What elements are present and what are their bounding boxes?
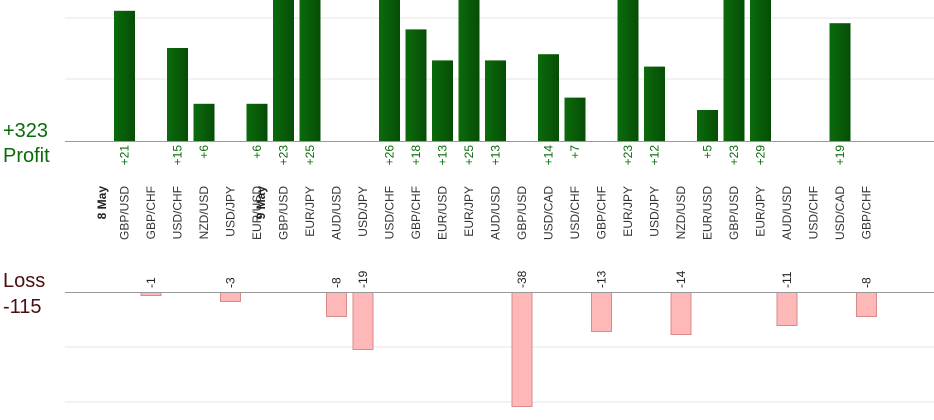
profit-value-label: +21 xyxy=(118,145,132,166)
profit-value-label: +14 xyxy=(542,145,556,166)
profit-value-label: +6 xyxy=(197,145,211,159)
profit-value-label: +29 xyxy=(754,145,768,166)
profit-bar xyxy=(432,60,453,141)
profit-value-label: +23 xyxy=(277,145,291,166)
loss-value-label: -13 xyxy=(595,270,609,288)
category-label: USD/JPY xyxy=(648,186,662,237)
category-label: NZD/USD xyxy=(674,186,688,240)
profit-bar xyxy=(644,66,665,141)
category-label: USD/CHF xyxy=(171,186,185,239)
profit-bar xyxy=(273,0,294,141)
profit-value-label: +25 xyxy=(303,145,317,166)
category-label: GBP/CHF xyxy=(595,186,609,239)
profit-bar xyxy=(246,103,268,141)
profit-bar xyxy=(405,29,427,141)
category-label: USD/CHF xyxy=(807,186,821,239)
profit-value-label: +19 xyxy=(833,145,847,166)
profit-bar xyxy=(829,23,851,142)
profit-bar xyxy=(458,0,480,141)
category-label: GBP/CHF xyxy=(409,186,423,239)
loss-bar xyxy=(591,292,612,332)
category-label: GBP/USD xyxy=(515,186,529,240)
category-label: EUR/JPY xyxy=(754,186,768,237)
profit-value-label: +12 xyxy=(648,145,662,166)
profit-value-label: +6 xyxy=(250,145,264,159)
loss-value-label: -3 xyxy=(224,277,238,288)
profit-bar xyxy=(485,60,506,141)
profit-bar xyxy=(564,97,586,141)
category-label: AUD/USD xyxy=(489,186,503,240)
profit-bar xyxy=(379,0,400,141)
category-label: EUR/USD xyxy=(250,186,264,240)
profit-value-label: +7 xyxy=(568,145,582,159)
loss-bar xyxy=(670,292,692,335)
category-label: NZD/USD xyxy=(197,186,211,240)
loss-bar xyxy=(511,292,533,407)
profit-bar xyxy=(697,110,718,141)
category-label: USD/CHF xyxy=(383,186,397,239)
category-label: GBP/CHF xyxy=(144,186,158,239)
category-label: USD/JPY xyxy=(356,186,370,237)
category-label: USD/CAD xyxy=(542,186,556,240)
loss-bar xyxy=(856,292,877,317)
profit-total: +323 xyxy=(3,120,49,142)
category-label: AUD/USD xyxy=(330,186,344,240)
loss-value-label: -8 xyxy=(330,277,344,288)
profit-bar xyxy=(167,48,188,141)
loss-value-label: -19 xyxy=(356,270,370,288)
category-label: AUD/USD xyxy=(780,186,794,240)
category-label: EUR/JPY xyxy=(303,186,317,237)
profit-bar xyxy=(750,0,771,141)
date-label: 8 May xyxy=(95,186,109,220)
axes xyxy=(65,141,934,293)
profit-value-label: +13 xyxy=(489,145,503,166)
profit-value-label: +25 xyxy=(462,145,476,166)
loss-total: -115 xyxy=(3,296,42,318)
loss-bar xyxy=(326,292,347,317)
profit-value-label: +18 xyxy=(409,145,423,166)
category-label: EUR/JPY xyxy=(462,186,476,237)
loss-bar xyxy=(776,292,798,326)
category-label: GBP/USD xyxy=(118,186,132,240)
category-label: USD/CHF xyxy=(568,186,582,239)
profit-value-label: +15 xyxy=(171,145,185,166)
category-label: EUR/JPY xyxy=(621,186,635,237)
profit-value-label: +23 xyxy=(621,145,635,166)
profit-label: Profit xyxy=(3,145,50,167)
profit-bar xyxy=(617,0,639,141)
loss-label: Loss xyxy=(3,270,46,292)
profit-bar xyxy=(193,103,215,141)
date-label: 9 May xyxy=(254,186,268,220)
loss-value-label: -38 xyxy=(515,270,529,288)
profit-bar xyxy=(723,0,745,141)
loss-value-label: -8 xyxy=(860,277,874,288)
category-label: USD/CAD xyxy=(833,186,847,240)
profit-value-label: +26 xyxy=(383,145,397,166)
category-label: GBP/USD xyxy=(727,186,741,240)
profit-bar xyxy=(299,0,321,141)
loss-bar xyxy=(352,292,374,350)
loss-bar xyxy=(220,292,241,302)
labels: GBP/USD +21 GBP/CHF -1 USD/CHF +15 NZD/USD +6 US… xyxy=(95,145,874,288)
profit-bar xyxy=(538,54,559,142)
category-label: USD/JPY xyxy=(224,186,238,237)
category-label: EUR/USD xyxy=(701,186,715,240)
profit-value-label: +5 xyxy=(701,145,715,159)
loss-value-label: -1 xyxy=(144,277,158,288)
profit-value-label: +13 xyxy=(436,145,450,166)
category-label: GBP/USD xyxy=(277,186,291,240)
category-label: EUR/USD xyxy=(436,186,450,240)
category-label: GBP/CHF xyxy=(860,186,874,239)
loss-value-label: -14 xyxy=(674,270,688,288)
profit-bar xyxy=(114,10,135,141)
profit-value-label: +23 xyxy=(727,145,741,166)
gridlines xyxy=(65,17,934,403)
loss-value-label: -11 xyxy=(780,271,794,288)
